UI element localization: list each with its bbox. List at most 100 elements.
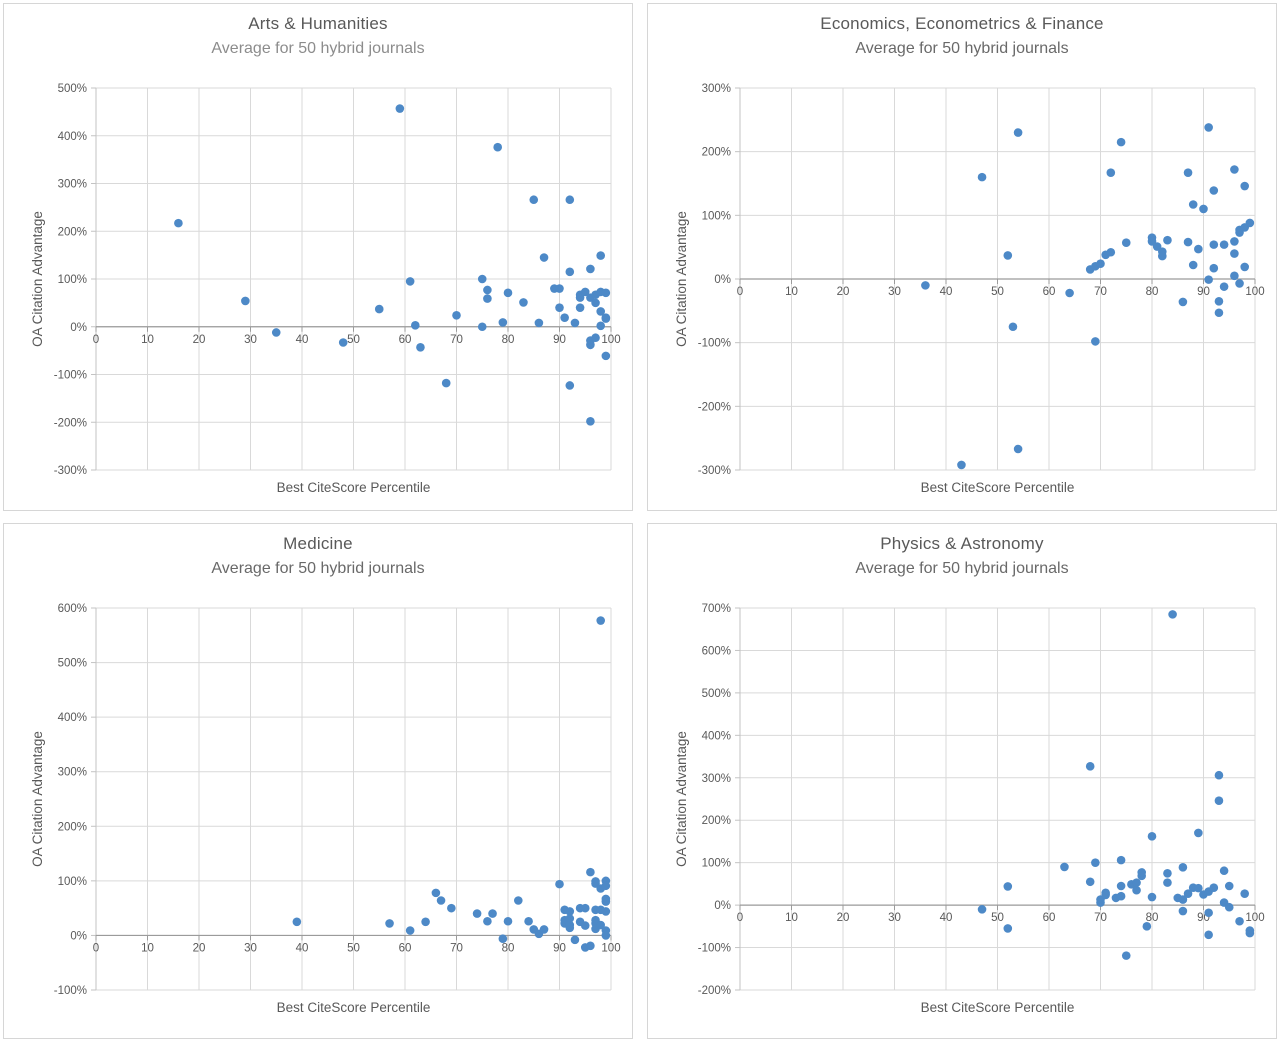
data-point xyxy=(1214,770,1224,780)
data-point xyxy=(1132,878,1141,887)
data-point xyxy=(1219,282,1229,291)
data-point xyxy=(241,296,250,306)
data-point xyxy=(452,310,461,320)
x-tick-label: 70 xyxy=(1094,912,1107,924)
x-tick-label: 60 xyxy=(399,334,412,346)
x-tick-label: 30 xyxy=(888,912,901,924)
x-tick-label: 100 xyxy=(601,334,620,346)
data-point xyxy=(586,340,595,350)
y-tick-label: 0% xyxy=(70,930,87,942)
data-point xyxy=(596,251,605,260)
x-tick-label: 30 xyxy=(244,334,257,346)
chart-panel-medicine: Medicine Average for 50 hybrid journals … xyxy=(3,523,633,1039)
data-point xyxy=(174,218,183,228)
data-point xyxy=(1106,247,1116,257)
data-point xyxy=(977,905,987,914)
y-axis-title: OA Citation Advantage xyxy=(30,211,45,347)
data-point xyxy=(1230,271,1239,281)
data-point xyxy=(421,917,430,927)
data-point xyxy=(1235,916,1244,926)
y-tick-label: 600% xyxy=(702,645,731,657)
x-tick-label: 50 xyxy=(991,912,1004,924)
data-point xyxy=(596,616,605,625)
data-point xyxy=(1224,881,1234,891)
data-point xyxy=(436,896,446,905)
x-tick-label: 60 xyxy=(399,942,412,954)
y-tick-label: 300% xyxy=(58,767,87,779)
chart-title: Economics, Econometrics & Finance xyxy=(820,14,1104,33)
data-point xyxy=(1214,796,1224,805)
data-point xyxy=(580,287,590,297)
data-point xyxy=(586,867,595,877)
data-point xyxy=(519,298,528,307)
data-point xyxy=(1116,137,1126,147)
data-point xyxy=(1116,891,1126,901)
x-tick-label: 60 xyxy=(1043,912,1056,924)
x-tick-label: 30 xyxy=(244,942,257,954)
data-point xyxy=(1163,868,1172,878)
data-point xyxy=(1245,928,1255,938)
x-tick-label: 20 xyxy=(837,286,850,298)
data-point xyxy=(1204,930,1213,940)
x-tick-label: 40 xyxy=(296,942,309,954)
data-point xyxy=(1183,889,1193,898)
y-tick-label: 200% xyxy=(702,815,731,827)
y-tick-label: 0% xyxy=(70,322,87,334)
data-point xyxy=(601,314,611,323)
data-point xyxy=(1235,279,1244,288)
y-tick-label: 300% xyxy=(702,773,731,785)
y-axis-title: OA Citation Advantage xyxy=(674,731,689,867)
data-point xyxy=(1240,262,1249,272)
data-point xyxy=(565,923,575,933)
data-point xyxy=(1214,296,1224,306)
data-point xyxy=(575,303,585,312)
data-point xyxy=(565,267,575,277)
data-point xyxy=(411,321,420,330)
data-point xyxy=(1147,892,1157,902)
data-point xyxy=(1008,322,1018,332)
data-point xyxy=(1214,308,1224,318)
x-tick-label: 0 xyxy=(93,334,99,346)
scatter-plot-economics: -300% -200% -100% 0% 100% 200% 300% 0 10 20 30 40 50… xyxy=(674,83,1265,495)
data-point xyxy=(565,907,575,916)
data-point xyxy=(1116,855,1126,865)
data-point xyxy=(1230,249,1239,258)
data-point xyxy=(570,318,580,328)
x-tick-label: 20 xyxy=(837,912,850,924)
x-tick-label: 40 xyxy=(940,912,953,924)
data-point xyxy=(514,896,523,905)
chart-subtitle: Average for 50 hybrid journals xyxy=(855,40,1069,57)
y-tick-label: -200% xyxy=(698,401,731,413)
x-tick-label: 50 xyxy=(347,334,360,346)
data-point xyxy=(1085,762,1095,771)
data-point xyxy=(1091,858,1100,867)
y-tick-label: 500% xyxy=(58,658,87,670)
data-point xyxy=(405,926,415,935)
data-point xyxy=(534,318,544,328)
data-point xyxy=(1183,237,1193,247)
data-point xyxy=(1209,240,1219,249)
data-point xyxy=(1219,240,1229,249)
x-tick-label: 90 xyxy=(553,942,566,954)
data-point xyxy=(1116,881,1126,891)
data-point xyxy=(601,931,611,940)
data-point xyxy=(1224,902,1234,912)
data-point xyxy=(539,253,549,262)
x-tick-label: 10 xyxy=(141,942,154,954)
data-point xyxy=(1209,883,1219,893)
x-tick-label: 40 xyxy=(940,286,953,298)
data-point xyxy=(488,909,497,918)
x-tick-label: 90 xyxy=(1197,286,1210,298)
y-tick-label: 600% xyxy=(58,603,87,615)
data-point xyxy=(601,351,611,361)
data-point xyxy=(977,172,987,182)
data-point xyxy=(1230,165,1239,174)
x-tick-label: 80 xyxy=(1146,912,1159,924)
data-point xyxy=(1096,898,1105,907)
data-point xyxy=(477,274,487,284)
data-point xyxy=(565,914,575,923)
data-point xyxy=(1085,877,1095,887)
data-point xyxy=(1163,878,1172,887)
data-point xyxy=(1209,263,1219,273)
x-tick-label: 10 xyxy=(141,334,154,346)
